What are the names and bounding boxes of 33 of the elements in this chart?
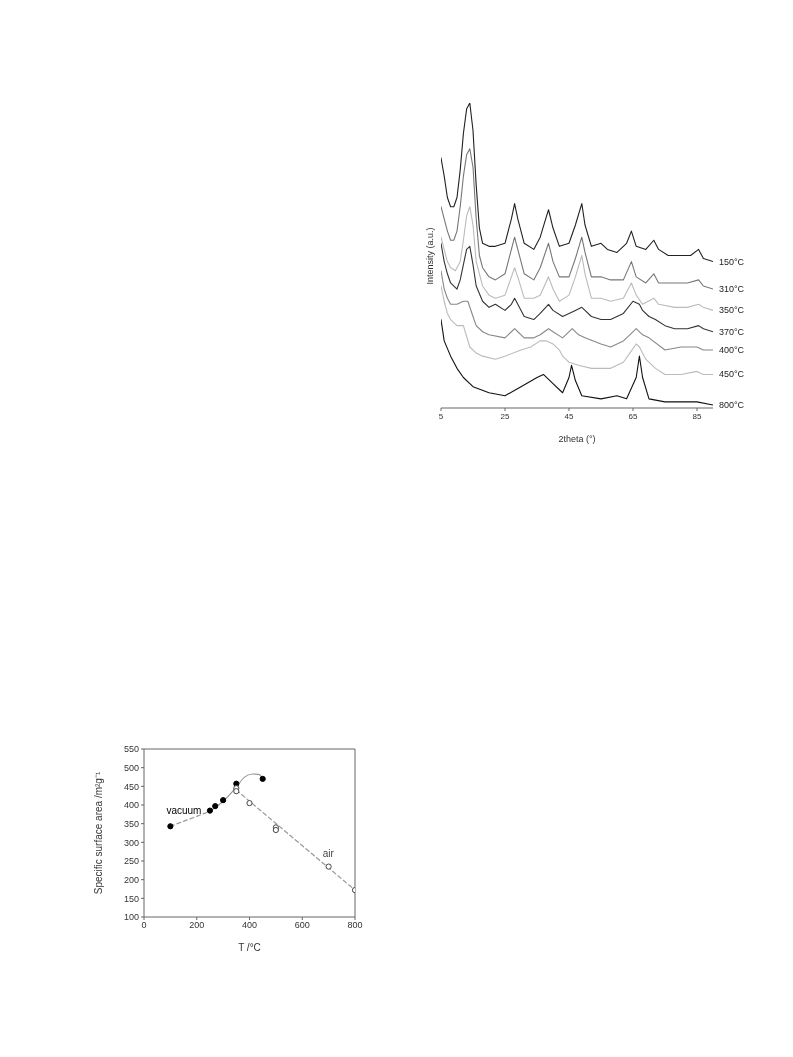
x-tick-label: 45 bbox=[564, 411, 574, 421]
series-label: 310°C bbox=[719, 284, 745, 295]
x-tick-label: 600 bbox=[294, 920, 310, 931]
y-tick-label: 350 bbox=[123, 818, 139, 829]
series-label: 370°C bbox=[719, 326, 745, 337]
text: air bbox=[322, 847, 335, 859]
y-axis-title: Specific surface area /m²g⁻¹ bbox=[92, 771, 104, 895]
series-label: 400°C bbox=[719, 345, 745, 356]
series-label: 800°C bbox=[719, 399, 745, 410]
x-tick-label: 25 bbox=[500, 411, 510, 421]
x-tick-label: 200 bbox=[189, 920, 205, 931]
y-tick-label: 500 bbox=[123, 762, 139, 773]
y-tick-label: 450 bbox=[123, 781, 139, 792]
series-label: 350°C bbox=[719, 305, 745, 316]
x-tick-label: 5 bbox=[438, 411, 444, 421]
y-tick-label: 150 bbox=[123, 893, 139, 904]
x-axis-title: T /°C bbox=[238, 942, 261, 953]
series-label: 150°C bbox=[719, 256, 745, 267]
x-tick-label: 65 bbox=[628, 411, 638, 421]
y-tick-label: 550 bbox=[123, 744, 139, 755]
x-tick-label: 400 bbox=[241, 920, 258, 931]
y-tick-label: 400 bbox=[123, 800, 139, 811]
text: vacuum bbox=[166, 805, 202, 817]
y-tick-label: 200 bbox=[123, 874, 139, 885]
y-tick-label: 300 bbox=[123, 837, 139, 848]
series-label: 450°C bbox=[719, 369, 745, 380]
y-tick-label: 250 bbox=[123, 856, 139, 867]
x-tick-label: 85 bbox=[692, 411, 702, 421]
x-tick-label: 0 bbox=[141, 920, 147, 931]
y-axis-title: Intensity (a.u.) bbox=[425, 226, 435, 285]
x-axis-title: 2theta (°) bbox=[558, 434, 596, 444]
x-tick-label: 800 bbox=[347, 920, 363, 931]
y-tick-label: 100 bbox=[123, 912, 139, 923]
